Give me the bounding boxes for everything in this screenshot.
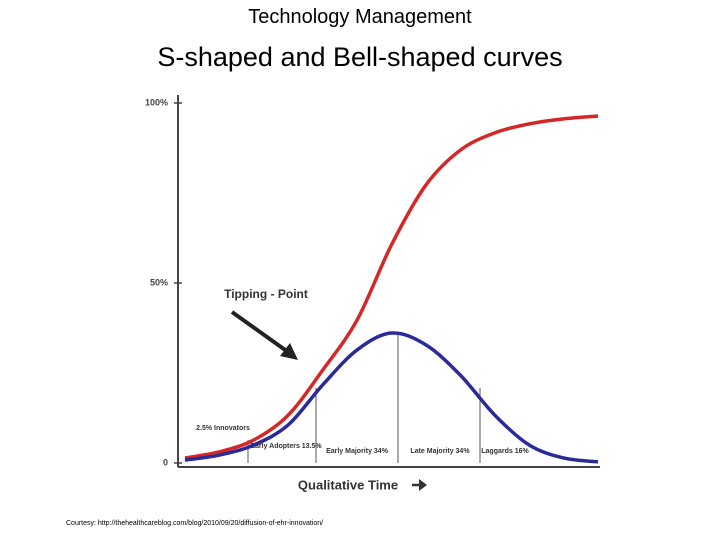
- x-axis-label: Qualitative Time: [298, 477, 398, 492]
- arrow-head: [280, 343, 298, 360]
- y-tick-label: 0: [163, 457, 168, 467]
- annotation: Early Majority 34%: [326, 448, 389, 455]
- annotation: Laggards 16%: [481, 448, 529, 455]
- arrow-head: [419, 479, 427, 491]
- tipping-arrow: [230, 310, 298, 360]
- footnote: Courtesy: http://thehealthcareblog.com/b…: [66, 520, 324, 527]
- x-arrow: [412, 479, 427, 491]
- slide-subtitle: S-shaped and Bell-shaped curves: [157, 42, 563, 72]
- annotation: Early Adopters 13.5%: [250, 443, 322, 450]
- slide-title: Technology Management: [248, 6, 472, 28]
- annotation: Late Majority 34%: [410, 448, 470, 455]
- series-line: [184, 331, 599, 464]
- series-line: [184, 114, 599, 460]
- y-tick-label: 50%: [150, 277, 168, 287]
- annotation: Tipping - Point: [224, 287, 308, 301]
- arrow-shaft: [230, 310, 290, 354]
- y-tick-label: 100%: [145, 97, 168, 107]
- annotation: 2.5% Innovators: [196, 425, 250, 432]
